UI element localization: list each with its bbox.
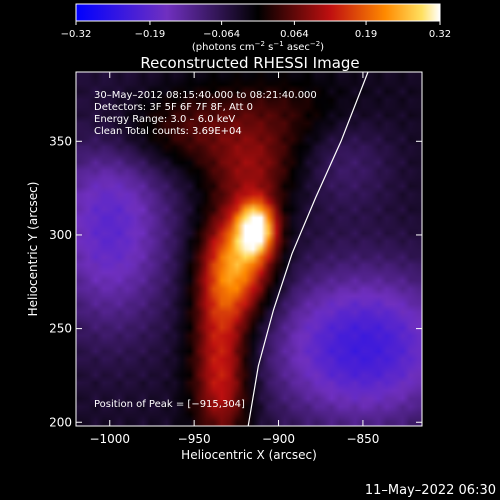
annotation-line: Detectors: 3F 5F 6F 7F 8F, Att 0: [94, 102, 253, 113]
plot-area: −1000 −950 −900 −850 200 250 300 350: [49, 71, 423, 446]
x-tick-label: −900: [262, 432, 295, 446]
axis-ticks: −1000 −950 −900 −850 200 250 300 350: [49, 72, 422, 446]
colorbar-gradient: [75, 3, 441, 22]
chart-title: Reconstructed RHESSI Image: [140, 54, 359, 72]
footer-date: 11–May–2022 06:30: [365, 483, 496, 498]
colorbar-unit-label: (photons cm−2 s−1 asec−2): [192, 40, 324, 53]
annotations: 30–May–2012 08:15:40.000 to 08:21:40.000…: [94, 90, 317, 137]
colorbar-tick-label: 0.19: [355, 29, 377, 40]
colorbar-tick-label: −0.19: [135, 29, 166, 40]
solar-limb-curve: [247, 71, 369, 427]
heatmap-image: [76, 72, 422, 426]
unit-part: asec: [284, 42, 310, 53]
y-tick-label: 250: [49, 322, 72, 336]
unit-sup: −2: [255, 40, 265, 48]
unit-sup: −1: [273, 40, 283, 48]
unit-sup: −2: [310, 40, 320, 48]
colorbar-tick-label: 0.064: [280, 29, 309, 40]
colorbar-tick-label: 0.32: [429, 29, 451, 40]
y-tick-label: 350: [49, 134, 72, 148]
unit-part: s: [265, 42, 273, 53]
y-tick-label: 300: [49, 228, 72, 242]
y-axis-label: Heliocentric Y (arcsec): [26, 182, 40, 317]
x-axis-label: Heliocentric X (arcsec): [181, 448, 317, 462]
annotation-line: Clean Total counts: 3.69E+04: [94, 126, 242, 137]
x-tick-label: −950: [178, 432, 211, 446]
annotation-line: 30–May–2012 08:15:40.000 to 08:21:40.000: [94, 90, 317, 101]
y-tick-label: 200: [49, 415, 72, 429]
colorbar-tick-label: −0.32: [61, 29, 92, 40]
colorbar-tick-label: −0.064: [203, 29, 240, 40]
x-tick-label: −1000: [89, 432, 130, 446]
peak-position-label: Position of Peak = [−915,304]: [94, 399, 245, 410]
colorbar: −0.32 −0.19 −0.064 0.064 0.19 0.32 (photons c…: [61, 3, 451, 53]
x-tick-label: −850: [346, 432, 379, 446]
unit-part: (photons cm: [192, 42, 255, 53]
annotation-line: Energy Range: 3.0 – 6.0 keV: [94, 114, 235, 125]
plot-frame: [75, 71, 423, 427]
unit-part: ): [320, 42, 324, 53]
